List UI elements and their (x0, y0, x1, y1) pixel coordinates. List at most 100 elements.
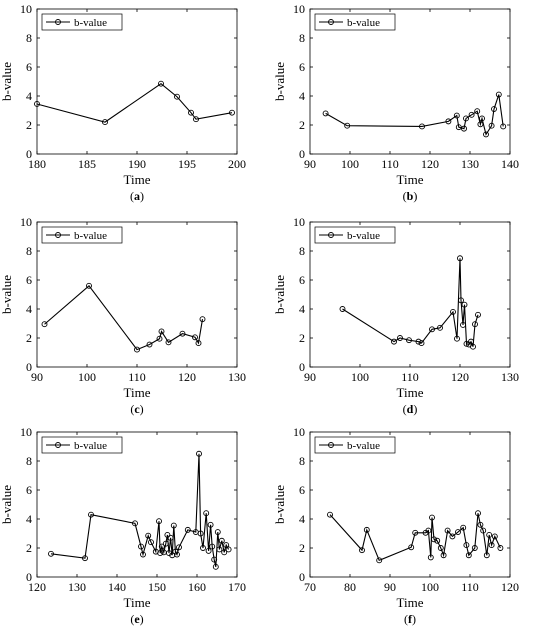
y-tick-label: 4 (299, 302, 305, 316)
data-point (170, 522, 177, 529)
data-point (491, 533, 498, 540)
data-point (419, 123, 425, 130)
x-tick-label: 120 (421, 157, 439, 171)
data-point (158, 543, 165, 550)
x-tick-label: 80 (344, 580, 356, 594)
data-point (158, 328, 165, 335)
data-point (427, 554, 434, 561)
legend-label: b-value (347, 440, 380, 452)
data-point (429, 326, 435, 333)
data-point (450, 308, 456, 315)
data-point (146, 341, 153, 348)
data-point (339, 306, 346, 312)
data-point (471, 545, 478, 551)
chart-panel: 90 100 110 120 130 140 0 2 4 6 8 10 Time b-value (b) b-… (272, 2, 519, 203)
panel-label-letter: e (134, 612, 140, 626)
y-axis-label: b-value (272, 62, 287, 101)
plot-frame (309, 221, 511, 368)
y-tick-label: 4 (26, 89, 32, 103)
x-tick-label: 120 (451, 370, 469, 384)
x-tick-label: 180 (28, 157, 46, 171)
data-point (200, 545, 206, 551)
data-point (179, 330, 186, 337)
data-point (480, 527, 487, 534)
data-point (176, 544, 182, 551)
data-point (165, 339, 172, 346)
data-point (193, 116, 199, 123)
y-tick-label: 6 (26, 483, 32, 497)
y-tick-label: 8 (26, 454, 32, 468)
data-point (500, 123, 507, 130)
y-tick-label: 10 (293, 425, 305, 439)
y-tick-label: 8 (299, 31, 305, 45)
panel-label: (f) (404, 612, 416, 626)
chart-panel: 180 185 190 195 200 0 2 4 6 8 10 Time b-value (a) b-va… (0, 2, 246, 203)
x-tick-label: 120 (501, 580, 519, 594)
legend-label: b-value (347, 230, 380, 242)
x-tick-label: 100 (341, 157, 359, 171)
legend-box (314, 436, 396, 454)
y-tick-label: 2 (26, 331, 32, 345)
data-point (454, 335, 460, 342)
panel-label-close: ) (413, 189, 417, 203)
data-point (88, 511, 94, 518)
y-tick-label: 2 (299, 331, 305, 345)
x-tick-label: 130 (461, 157, 479, 171)
data-point (229, 109, 235, 116)
data-point (445, 118, 452, 125)
data-point (391, 338, 397, 345)
data-point (495, 91, 502, 98)
panel-label-open: ( (130, 189, 134, 203)
data-point (415, 338, 422, 345)
data-point (475, 311, 481, 318)
data-point (363, 526, 370, 533)
data-point (376, 557, 383, 564)
data-point (486, 532, 493, 538)
data-point (458, 297, 464, 304)
chart-panel: 90 100 110 120 130 0 2 4 6 8 10 Time b-value (c) b-val… (0, 215, 246, 416)
data-point (475, 510, 481, 517)
data-point (225, 546, 232, 553)
data-point (158, 80, 164, 87)
data-point (474, 108, 481, 115)
x-axis-label: Time (124, 172, 151, 187)
x-tick-label: 90 (304, 370, 316, 384)
data-point (463, 542, 470, 549)
panel-label-letter: b (407, 189, 414, 203)
x-tick-label: 170 (228, 580, 246, 594)
y-tick-label: 4 (299, 89, 305, 103)
chart-panel: 90 100 110 120 130 0 2 4 6 8 10 Time b-value (d) b-val… (272, 215, 519, 416)
data-point (216, 546, 223, 553)
data-point (145, 532, 152, 539)
legend-box (314, 13, 396, 31)
data-point (188, 109, 194, 116)
panel-label: (a) (130, 189, 144, 203)
plot-frame (36, 8, 238, 155)
data-point (199, 316, 206, 323)
plot-frame (36, 431, 238, 578)
y-tick-label: 10 (20, 215, 32, 229)
data-point (344, 122, 351, 129)
y-tick-label: 8 (299, 244, 305, 258)
data-point (463, 115, 469, 122)
panel-label-letter: f (408, 612, 413, 626)
x-tick-label: 90 (384, 580, 396, 594)
data-point (214, 529, 221, 535)
legend-box (41, 226, 123, 244)
x-tick-label: 130 (501, 370, 519, 384)
panel-label-close: ) (140, 402, 144, 416)
panel-label-close: ) (140, 612, 144, 626)
y-tick-label: 8 (299, 454, 305, 468)
data-point (477, 121, 484, 128)
x-tick-label: 120 (28, 580, 46, 594)
x-axis-label: Time (397, 172, 424, 187)
panel-label-close: ) (413, 402, 417, 416)
panel-label-open: ( (130, 612, 134, 626)
data-point (440, 552, 447, 559)
chart-panel: 120 130 140 150 160 170 0 2 4 6 8 10 Time b-value (e) b… (0, 425, 246, 626)
x-tick-label: 185 (78, 157, 96, 171)
data-point (148, 539, 154, 546)
data-point (412, 529, 419, 536)
data-point (488, 542, 495, 549)
